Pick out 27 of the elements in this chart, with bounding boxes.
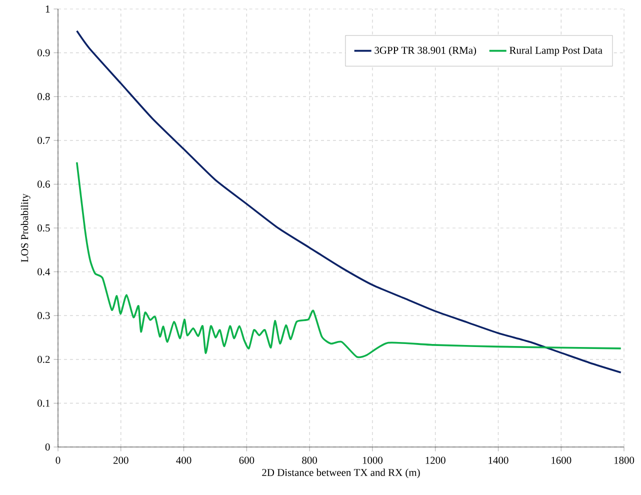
- y-tick-label: 0.2: [38, 356, 50, 363]
- y-tick-label: 0.4: [38, 268, 50, 276]
- x-tick-label: 600: [239, 456, 254, 464]
- x-tick-label: 1200: [426, 456, 446, 464]
- legend-label: Rural Lamp Post Data: [510, 46, 602, 56]
- x-tick-label: 1000: [362, 456, 383, 464]
- line-series: [76, 30, 622, 374]
- line-series: [76, 161, 622, 358]
- y-tick-label: 0.7: [38, 136, 50, 144]
- y-axis-title: LOS Probability: [20, 194, 30, 262]
- x-tick-label: 400: [176, 456, 192, 464]
- y-tick-label: 0.9: [38, 49, 50, 56]
- x-tick-label: 1800: [614, 456, 634, 464]
- x-tick-label: 800: [302, 456, 317, 464]
- x-axis-title: 2D Distance between TX and RX (m): [262, 468, 420, 478]
- x-tick-label: 1400: [488, 456, 508, 464]
- y-tick-label: 0.8: [38, 93, 50, 100]
- y-tick-label: 0.1: [38, 400, 50, 407]
- y-tick-label: 0.6: [38, 180, 50, 188]
- y-tick-label: 0.5: [38, 224, 50, 232]
- x-tick-label: 1600: [552, 456, 572, 464]
- x-tick-label: 200: [113, 456, 128, 464]
- y-tick-label: 0.3: [38, 312, 50, 320]
- x-tick-label: 0: [56, 456, 60, 464]
- y-tick-label: 1: [46, 6, 50, 12]
- y-tick-label: 0: [45, 443, 50, 451]
- legend-label: 3GPP TR 38.901 (RMa): [374, 46, 476, 56]
